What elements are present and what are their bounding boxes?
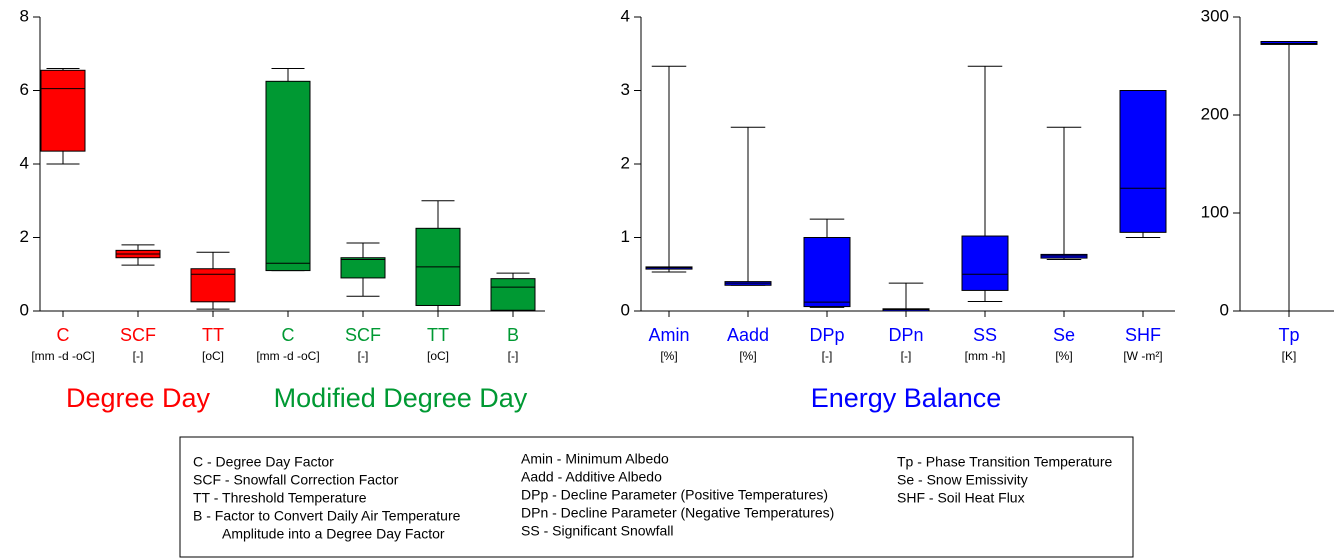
category-label: DPn	[888, 325, 923, 345]
unit-label: [-]	[822, 349, 833, 363]
unit-label: [%]	[660, 349, 677, 363]
y-tick-label: 4	[621, 6, 630, 25]
y-tick-label: 3	[621, 80, 630, 99]
unit-label: [oC]	[427, 349, 449, 363]
group-label: Energy Balance	[811, 383, 1002, 413]
legend-entry: SHF - Soil Heat Flux	[897, 490, 1025, 506]
unit-label: [-]	[901, 349, 912, 363]
box	[803, 237, 851, 308]
y-tick-label: 8	[20, 6, 29, 25]
legend-entry: TT - Threshold Temperature	[193, 490, 367, 506]
group-label: Modified Degree Day	[274, 383, 528, 413]
legend-entry: SS - Significant Snowfall	[521, 523, 674, 539]
legend-entry: DPn - Decline Parameter (Negative Temper…	[521, 505, 834, 521]
y-tick-label: 0	[1220, 300, 1229, 319]
box	[490, 278, 536, 311]
category-label: SCF	[120, 325, 156, 345]
box	[340, 257, 386, 279]
legend-entry: Se - Snow Emissivity	[897, 472, 1028, 488]
box	[1119, 90, 1167, 233]
y-tick-label: 0	[20, 300, 29, 319]
category-label: SS	[973, 325, 997, 345]
category-label: B	[507, 325, 519, 345]
unit-label: [-]	[358, 349, 369, 363]
unit-label: [W -m²]	[1123, 349, 1162, 363]
category-label: Tp	[1278, 325, 1299, 345]
unit-label: [%]	[739, 349, 756, 363]
y-tick-label: 2	[20, 227, 29, 246]
category-label: Se	[1053, 325, 1075, 345]
legend-entry: Amin - Minimum Albedo	[521, 451, 669, 467]
box	[961, 235, 1009, 291]
legend-entry: SCF - Snowfall Correction Factor	[193, 472, 399, 488]
y-tick-label: 200	[1201, 104, 1229, 123]
box	[40, 69, 86, 152]
category-label: DPp	[809, 325, 844, 345]
unit-label: [mm -h]	[965, 349, 1006, 363]
unit-label: [-]	[133, 349, 144, 363]
unit-label: [oC]	[202, 349, 224, 363]
y-tick-label: 4	[20, 153, 29, 172]
category-label: Amin	[648, 325, 689, 345]
y-tick-label: 100	[1201, 202, 1229, 221]
unit-label: [mm -d -oC]	[31, 349, 94, 363]
unit-label: [mm -d -oC]	[256, 349, 319, 363]
category-label: C	[57, 325, 70, 345]
box	[265, 80, 311, 272]
category-label: TT	[427, 325, 449, 345]
unit-label: [K]	[1282, 349, 1297, 363]
legend-entry: B - Factor to Convert Daily Air Temperat…	[193, 508, 461, 524]
group-label: Degree Day	[66, 383, 211, 413]
box	[190, 268, 236, 303]
legend-entry: DPp - Decline Parameter (Positive Temper…	[521, 487, 828, 503]
unit-label: [%]	[1055, 349, 1072, 363]
legend-entry: Aadd - Additive Albedo	[521, 469, 662, 485]
y-tick-label: 6	[20, 80, 29, 99]
category-label: TT	[202, 325, 224, 345]
category-label: C	[282, 325, 295, 345]
y-tick-label: 2	[621, 153, 630, 172]
unit-label: [-]	[508, 349, 519, 363]
category-label: SHF	[1125, 325, 1161, 345]
legend-entry: Amplitude into a Degree Day Factor	[222, 526, 445, 542]
y-tick-label: 300	[1201, 6, 1229, 25]
y-tick-label: 1	[621, 227, 630, 246]
y-tick-label: 0	[621, 300, 630, 319]
legend-entry: C - Degree Day Factor	[193, 454, 334, 470]
category-label: Aadd	[727, 325, 769, 345]
category-label: SCF	[345, 325, 381, 345]
legend-entry: Tp - Phase Transition Temperature	[897, 454, 1113, 470]
legend-box	[179, 436, 1134, 558]
